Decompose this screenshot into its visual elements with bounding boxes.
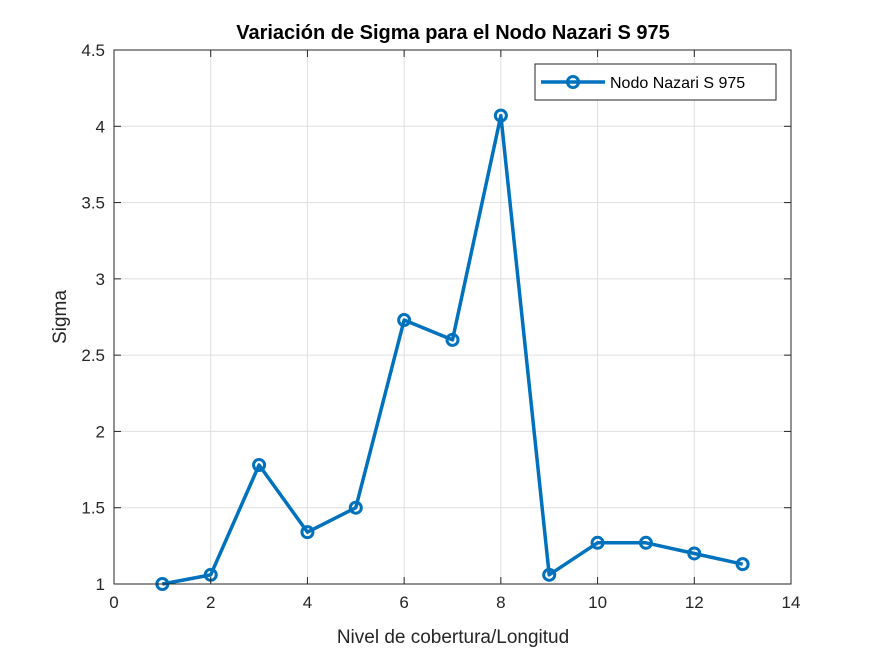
x-tick-label: 10 <box>588 593 607 612</box>
x-tick-label: 0 <box>109 593 118 612</box>
data-point <box>300 525 315 540</box>
series-line <box>162 113 744 586</box>
y-tick-label: 4.5 <box>81 41 105 60</box>
data-point <box>687 546 702 561</box>
y-tick-label: 1 <box>96 575 105 594</box>
y-axis-label: Sigma <box>50 290 71 344</box>
plot-frame <box>113 49 792 585</box>
x-tick-label: 8 <box>496 593 505 612</box>
data-point <box>735 557 750 572</box>
data-point <box>445 332 460 347</box>
plot-area <box>114 50 791 584</box>
series-layer <box>155 108 750 591</box>
x-tick-label: 4 <box>303 593 312 612</box>
data-point <box>590 535 605 550</box>
x-tick-label: 6 <box>399 593 408 612</box>
x-tick-label: 14 <box>782 593 801 612</box>
x-axis-label: Nivel de cobertura/Longitud <box>337 627 569 648</box>
y-tick-label: 1.5 <box>81 499 105 518</box>
y-tick-label: 4 <box>96 117 105 136</box>
y-tick-label: 3 <box>96 270 105 289</box>
legend: Nodo Nazari S 975 <box>534 63 777 101</box>
legend-marker-swatch <box>566 75 580 89</box>
legend-label: Nodo Nazari S 975 <box>610 75 745 92</box>
data-point <box>397 313 412 328</box>
x-tick-label: 12 <box>685 593 704 612</box>
data-point <box>638 535 653 550</box>
data-point <box>542 567 557 582</box>
y-tick-label: 3.5 <box>81 194 105 213</box>
chart-title: Variación de Sigma para el Nodo Nazari S… <box>236 22 670 44</box>
y-tick-label: 2 <box>96 422 105 441</box>
x-tick-label: 2 <box>206 593 215 612</box>
y-tick-label: 2.5 <box>81 346 105 365</box>
data-point <box>252 457 267 472</box>
data-point <box>348 500 363 515</box>
data-point <box>493 108 508 123</box>
axis-ticks: 0 2 4 6 8 10 12 14 1 1.5 2 2.5 3 3.5 4 4.5 <box>81 41 800 612</box>
